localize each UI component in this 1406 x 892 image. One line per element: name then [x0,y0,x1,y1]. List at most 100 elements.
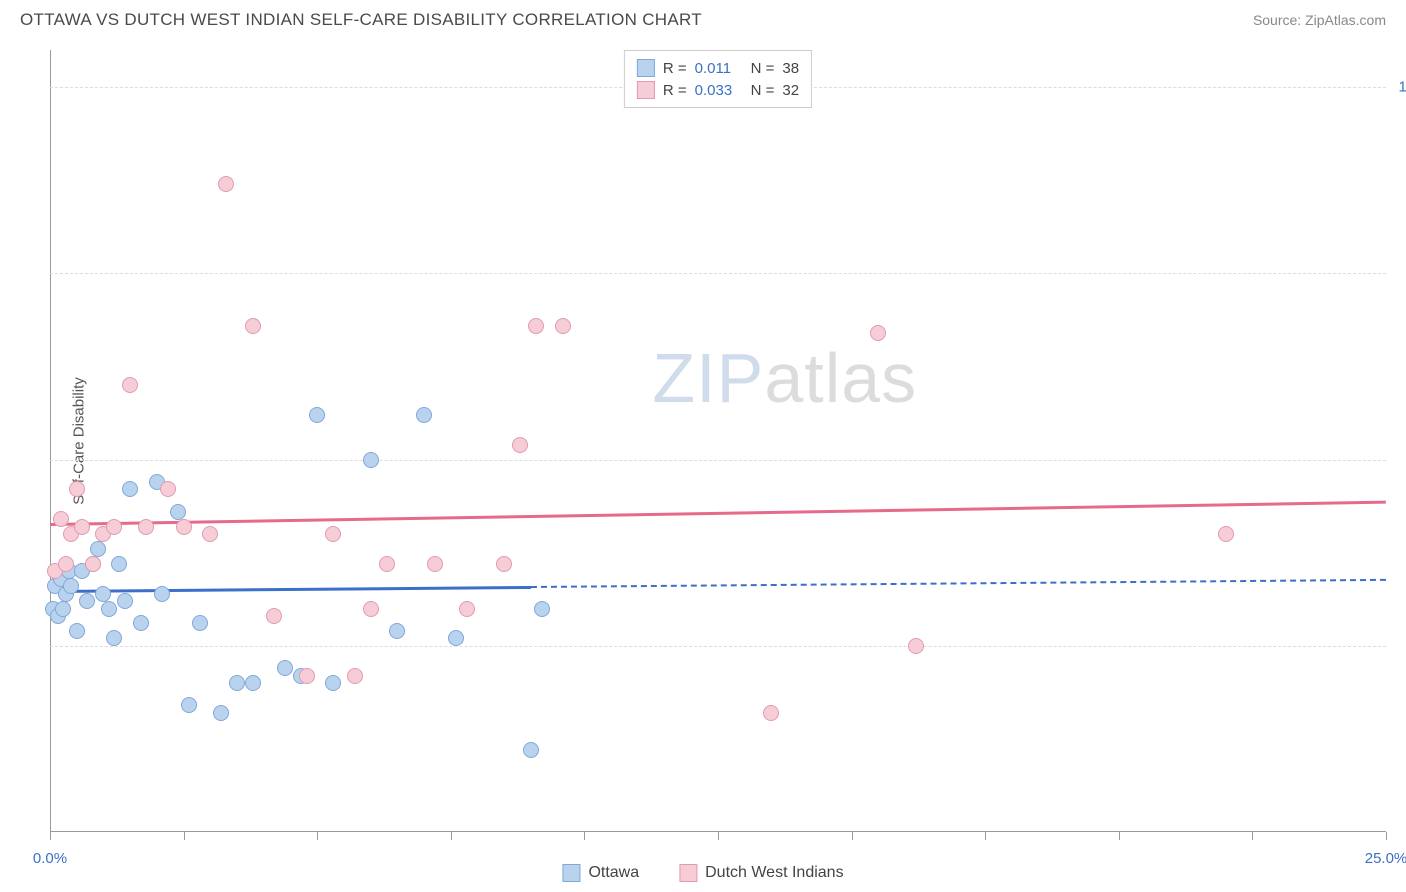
regression-line [50,586,531,593]
x-tick [584,832,585,840]
data-point [90,541,106,557]
data-point [266,608,282,624]
data-point [69,481,85,497]
plot-area: ZIPatlas R =0.011N =38R =0.033N =32 2.5%… [50,50,1386,832]
data-point [512,437,528,453]
data-point [101,601,117,617]
data-point [63,578,79,594]
data-point [154,586,170,602]
watermark: ZIPatlas [652,338,917,418]
data-point [416,407,432,423]
data-point [218,176,234,192]
data-point [202,526,218,542]
legend-swatch [637,59,655,77]
data-point [111,556,127,572]
stats-legend: R = 0.011 N = 38 R = 0.033 N = 32 [624,50,812,108]
data-point [363,452,379,468]
gridline [50,273,1386,274]
x-tick [451,832,452,840]
data-point [459,601,475,617]
data-point [170,504,186,520]
legend-item: Dutch West Indians [679,864,843,882]
legend-row: R = 0.011 N = 38 [637,57,799,79]
data-point [176,519,192,535]
y-axis-line [50,50,51,832]
series-legend: Ottawa Dutch West Indians [562,864,843,882]
x-tick [1386,832,1387,840]
data-point [53,511,69,527]
legend-row: R = 0.033 N = 32 [637,79,799,101]
x-tick [184,832,185,840]
data-point [79,593,95,609]
legend-series-name: Ottawa [588,864,639,882]
data-point [160,481,176,497]
source-attribution: Source: ZipAtlas.com [1253,12,1386,28]
data-point [870,325,886,341]
data-point [85,556,101,572]
regression-line [531,579,1386,588]
gridline [50,460,1386,461]
data-point [229,675,245,691]
data-point [69,623,85,639]
data-point [379,556,395,572]
data-point [523,742,539,758]
data-point [389,623,405,639]
data-point [138,519,154,535]
legend-n-label: N = [751,60,775,77]
data-point [55,601,71,617]
data-point [181,697,197,713]
x-tick [718,832,719,840]
data-point [448,630,464,646]
chart-title: OTTAWA VS DUTCH WEST INDIAN SELF-CARE DI… [20,10,702,30]
data-point [95,586,111,602]
data-point [427,556,443,572]
data-point [106,519,122,535]
legend-r-value: 0.011 [695,60,743,77]
data-point [325,675,341,691]
watermark-zip: ZIP [652,339,764,417]
data-point [534,601,550,617]
data-point [908,638,924,654]
data-point [122,377,138,393]
chart-area: Self-Care Disability ZIPatlas R =0.011N … [50,50,1386,832]
legend-n-value: 32 [782,82,799,99]
legend-r-label: R = [663,60,687,77]
data-point [117,593,133,609]
x-tick [1119,832,1120,840]
x-tick [1252,832,1253,840]
x-tick [50,832,51,840]
legend-swatch [679,864,697,882]
legend-swatch [637,81,655,99]
data-point [496,556,512,572]
data-point [106,630,122,646]
legend-swatch [562,864,580,882]
x-tick-label: 0.0% [33,850,67,867]
data-point [325,526,341,542]
data-point [299,668,315,684]
data-point [245,318,261,334]
data-point [347,668,363,684]
regression-line [50,501,1386,526]
x-tick [317,832,318,840]
data-point [555,318,571,334]
legend-r-value: 0.033 [695,82,743,99]
data-point [363,601,379,617]
x-tick [852,832,853,840]
data-point [58,556,74,572]
data-point [74,519,90,535]
chart-header: OTTAWA VS DUTCH WEST INDIAN SELF-CARE DI… [0,0,1406,30]
data-point [528,318,544,334]
legend-n-value: 38 [782,60,799,77]
legend-r-label: R = [663,82,687,99]
data-point [763,705,779,721]
data-point [213,705,229,721]
data-point [245,675,261,691]
legend-item: Ottawa [562,864,639,882]
legend-n-label: N = [751,82,775,99]
data-point [277,660,293,676]
data-point [133,615,149,631]
data-point [192,615,208,631]
gridline [50,646,1386,647]
watermark-atlas: atlas [764,339,917,417]
x-tick-label: 25.0% [1365,850,1406,867]
